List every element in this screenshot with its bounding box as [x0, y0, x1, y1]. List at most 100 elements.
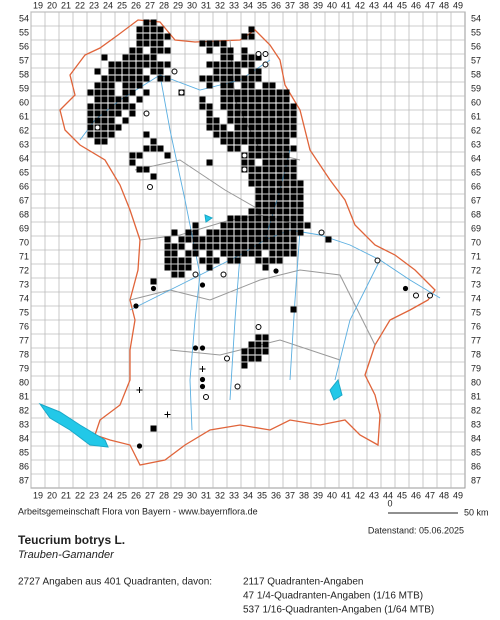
record-square — [108, 96, 115, 103]
record-square — [241, 215, 248, 222]
record-square — [241, 236, 248, 243]
row-label: 68 — [471, 209, 481, 219]
column-label: 48 — [439, 490, 449, 500]
record-square — [220, 89, 227, 96]
record-square — [101, 96, 108, 103]
record-square — [276, 166, 283, 173]
record-square — [276, 243, 283, 250]
record-square — [234, 131, 241, 138]
column-label: 19 — [33, 490, 43, 500]
record-circle — [255, 51, 262, 57]
record-square — [220, 229, 227, 236]
record-square — [206, 236, 213, 243]
record-square — [143, 54, 150, 61]
record-square — [101, 110, 108, 117]
column-label: 31 — [201, 490, 211, 500]
record-square — [122, 54, 129, 61]
record-circle — [413, 292, 419, 299]
row-label: 83 — [471, 419, 481, 429]
column-label: 40 — [327, 0, 337, 10]
record-square — [269, 103, 276, 110]
record-square — [192, 250, 199, 257]
record-square — [269, 89, 276, 96]
record-square — [248, 33, 255, 40]
record-square — [227, 138, 234, 145]
record-square — [269, 236, 276, 243]
record-square — [276, 103, 283, 110]
record-square — [276, 138, 283, 145]
record-square — [143, 40, 150, 47]
record-square — [269, 124, 276, 131]
record-square — [227, 243, 234, 250]
record-square — [276, 96, 283, 103]
record-square — [157, 68, 164, 75]
record-square — [178, 257, 185, 264]
record-square — [262, 222, 269, 229]
record-square — [206, 40, 213, 47]
record-square — [290, 103, 297, 110]
summary: 2727 Angaben aus 401 Quadranten, davon: — [18, 577, 212, 588]
record-square — [199, 257, 206, 264]
record-cross — [199, 366, 206, 372]
record-square — [248, 355, 255, 362]
record-square — [269, 159, 276, 166]
record-square — [136, 166, 143, 173]
record-square — [276, 257, 283, 264]
record-square — [143, 19, 150, 26]
record-square — [220, 82, 227, 89]
record-square — [94, 103, 101, 110]
record-square — [157, 61, 164, 68]
record-square — [262, 348, 269, 355]
record-square — [276, 124, 283, 131]
record-square — [283, 215, 290, 222]
record-square — [262, 82, 269, 89]
record-square — [227, 236, 234, 243]
record-square — [87, 103, 94, 110]
record-square — [262, 264, 269, 271]
record-square — [206, 75, 213, 82]
record-square — [164, 152, 171, 159]
record-square — [150, 68, 157, 75]
record-square — [283, 117, 290, 124]
row-label: 57 — [19, 55, 29, 65]
record-square — [150, 138, 157, 145]
row-label: 72 — [471, 265, 481, 275]
record-dot — [150, 285, 157, 292]
record-square — [241, 47, 248, 54]
record-square — [241, 159, 248, 166]
record-square — [227, 257, 234, 264]
record-square — [199, 40, 206, 47]
record-square — [234, 124, 241, 131]
column-label: 22 — [75, 0, 85, 10]
record-square — [297, 194, 304, 201]
column-label: 20 — [47, 0, 57, 10]
row-label: 81 — [471, 391, 481, 401]
column-label: 36 — [271, 490, 281, 500]
record-square — [283, 250, 290, 257]
record-square — [276, 215, 283, 222]
record-dot — [192, 345, 199, 351]
row-label: 60 — [471, 97, 481, 107]
row-label: 74 — [19, 293, 29, 303]
record-square — [248, 180, 255, 187]
record-square — [115, 124, 122, 131]
record-square — [248, 222, 255, 229]
column-label: 49 — [453, 490, 463, 500]
row-label: 83 — [19, 419, 29, 429]
record-square — [185, 257, 192, 264]
record-square — [227, 96, 234, 103]
record-square — [283, 243, 290, 250]
column-label: 43 — [369, 490, 379, 500]
record-square — [129, 47, 136, 54]
record-square — [234, 138, 241, 145]
record-square — [248, 124, 255, 131]
record-circle — [192, 271, 199, 278]
record-square — [150, 19, 157, 26]
record-square — [283, 201, 290, 208]
record-square — [185, 229, 192, 236]
record-square — [276, 145, 283, 152]
record-square — [157, 26, 164, 33]
record-square — [248, 75, 255, 82]
record-square — [213, 243, 220, 250]
record-square — [255, 110, 262, 117]
